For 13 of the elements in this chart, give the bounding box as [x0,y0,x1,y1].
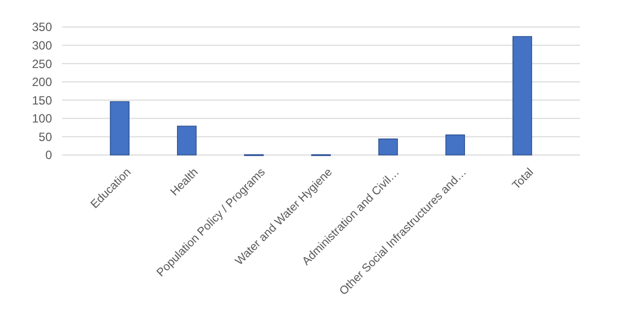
y-tick-label: 350 [32,20,52,34]
y-tick-label: 300 [32,38,52,52]
y-tick-label: 200 [32,75,52,90]
bar [378,138,398,156]
bar [445,134,465,156]
bar [177,126,197,156]
bar [110,101,130,156]
y-tick-label: 0 [45,148,52,162]
y-tick-label: 150 [32,93,52,108]
y-tick-label: 250 [32,56,52,71]
y-tick-label: 100 [32,112,52,126]
bar [512,36,532,156]
y-tick-label: 50 [38,130,52,144]
